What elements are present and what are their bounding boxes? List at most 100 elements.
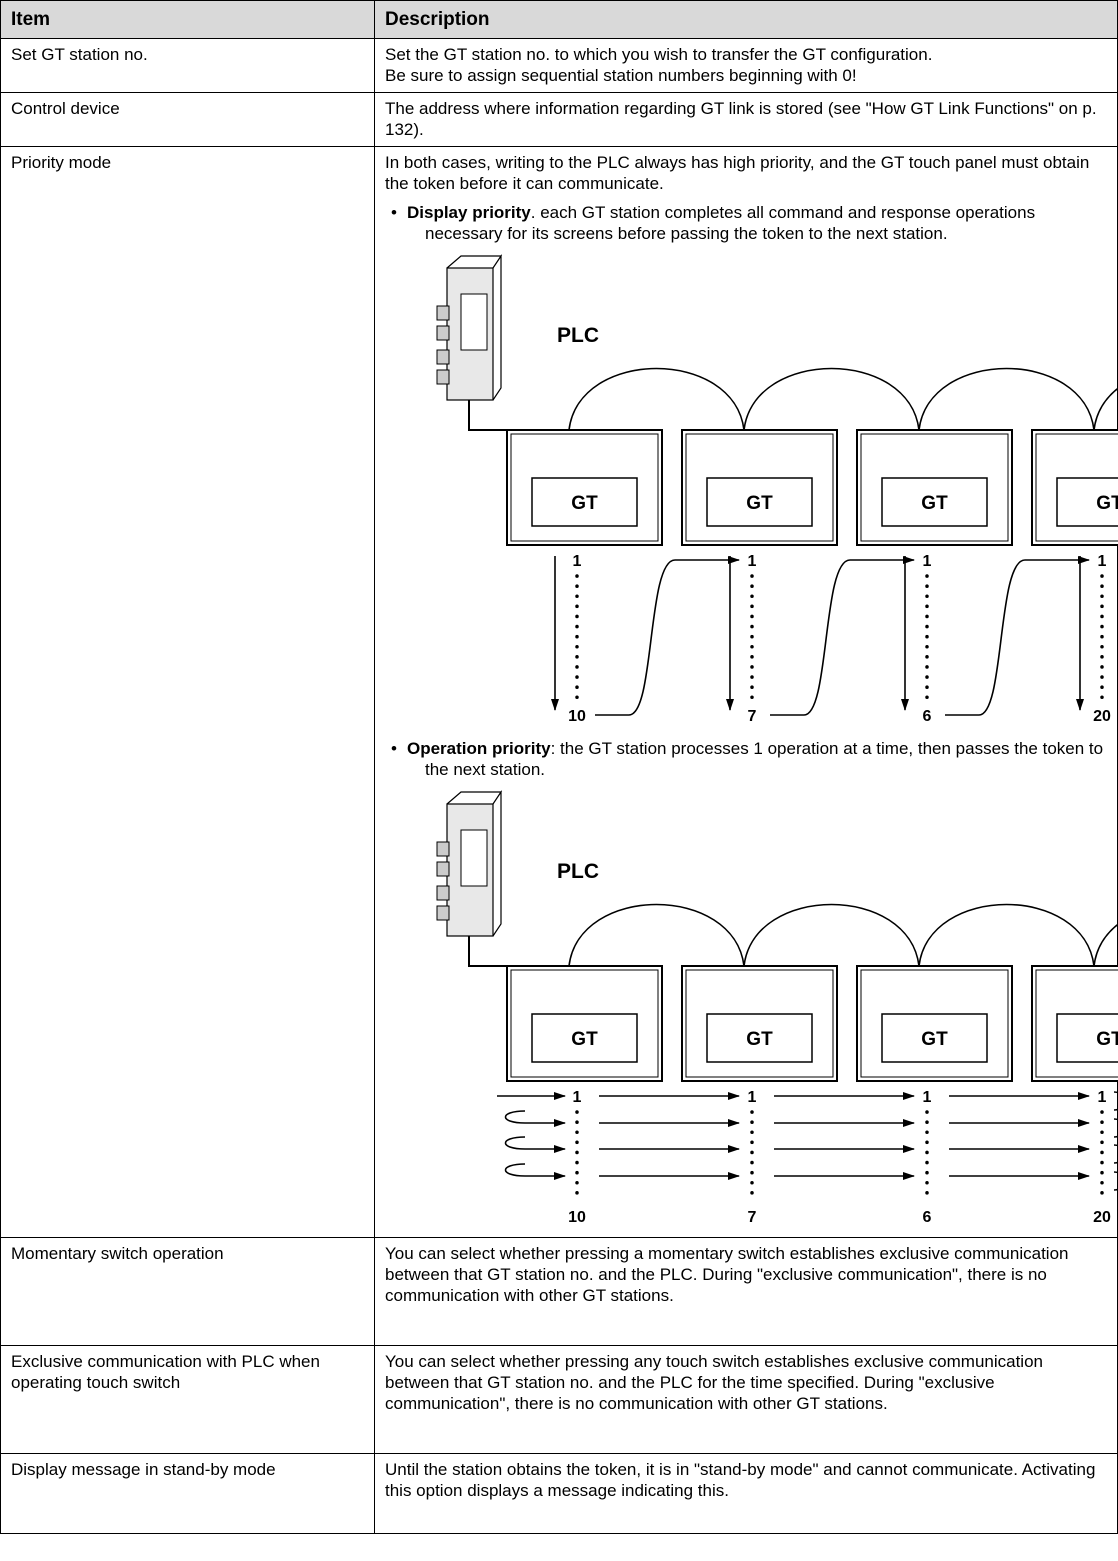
- token-pass: [770, 556, 915, 716]
- plc-connector: [436, 905, 450, 921]
- gt-label: GT: [1096, 1029, 1118, 1050]
- item: Display message in stand-by mode: [0, 1453, 375, 1534]
- item: Set GT station no.: [0, 38, 375, 93]
- bullet: Display priority. each GT station comple…: [385, 202, 1107, 244]
- header-item: Item: [0, 0, 375, 39]
- last-number: 20: [1093, 1209, 1111, 1226]
- text: The address where information regarding …: [385, 99, 1097, 139]
- op-loop-right: [1113, 1091, 1118, 1111]
- plc-connector: [436, 325, 450, 341]
- first-number: 1: [573, 1089, 582, 1106]
- first-number: 1: [748, 1089, 757, 1106]
- network-diagram: PLC GT 1 10 GT 1 7 GT 1 6 GT 1 20: [436, 790, 1118, 1226]
- last-number: 6: [923, 1209, 932, 1226]
- gt-frame-inner: [510, 433, 659, 542]
- plc-connector: [436, 305, 450, 321]
- last-number: 6: [923, 708, 932, 725]
- gt-screen: [706, 1013, 813, 1063]
- gt-label: GT: [746, 493, 773, 514]
- token-pass: [595, 556, 740, 716]
- gt-frame-inner: [510, 969, 659, 1078]
- gt-frame-inner: [685, 969, 834, 1078]
- gt-screen: [881, 477, 988, 527]
- header-row: Item Description: [0, 0, 1118, 39]
- op-loop-right: [1113, 1171, 1118, 1191]
- row: Set GT station no. Set the GT station no…: [0, 38, 1118, 93]
- header-description: Description: [374, 0, 1118, 39]
- gt-label: GT: [571, 493, 598, 514]
- description: In both cases, writing to the PLC always…: [374, 146, 1118, 1238]
- gt-label: GT: [746, 1029, 773, 1050]
- plc-label: PLC: [557, 324, 599, 347]
- gt-screen: [531, 1013, 638, 1063]
- description: You can select whether pressing a moment…: [374, 1237, 1118, 1346]
- term: Display priority: [407, 203, 531, 222]
- gt-frame-inner: [860, 433, 1009, 542]
- plc-top: [446, 254, 503, 401]
- gt-screen: [1056, 1013, 1118, 1063]
- link-arc: [568, 367, 745, 431]
- text: Be sure to assign sequential station num…: [385, 66, 857, 85]
- gt-frame-inner: [1035, 969, 1118, 1078]
- description: The address where information regarding …: [374, 92, 1118, 147]
- gt-screen: [531, 477, 638, 527]
- plc-connector: [436, 861, 450, 877]
- plc-connector: [436, 841, 450, 857]
- row: Exclusive communication with PLC when op…: [0, 1345, 1118, 1454]
- plc-window: [460, 293, 488, 351]
- link-arc: [918, 903, 1095, 967]
- first-number: 1: [1098, 1089, 1107, 1106]
- plc-top: [446, 790, 503, 937]
- network-diagram: PLC GT 1 10 GT 1 7 GT 1 6 GT 1 20: [436, 254, 1118, 725]
- first-number: 1: [923, 553, 932, 570]
- last-number: 7: [748, 1209, 757, 1226]
- gt-label: GT: [921, 1029, 948, 1050]
- row: Control device The address where informa…: [0, 92, 1118, 147]
- op-loop: [504, 1163, 566, 1180]
- last-number: 10: [568, 708, 586, 725]
- last-number: 7: [748, 708, 757, 725]
- op-loop: [504, 1136, 566, 1153]
- first-number: 1: [923, 1089, 932, 1106]
- last-number: 10: [568, 1209, 586, 1226]
- text: In both cases, writing to the PLC always…: [385, 153, 1090, 193]
- item: Exclusive communication with PLC when op…: [0, 1345, 375, 1454]
- first-number: 1: [1098, 553, 1107, 570]
- plc-cable: [468, 400, 569, 431]
- item: Control device: [0, 92, 375, 147]
- gt-label: GT: [1096, 493, 1118, 514]
- gt-screen: [706, 477, 813, 527]
- plc-connector: [436, 349, 450, 365]
- text: . each GT station completes all command …: [425, 203, 1036, 243]
- item: Momentary switch operation: [0, 1237, 375, 1346]
- plc-window: [460, 829, 488, 887]
- item: Priority mode: [0, 146, 375, 1238]
- first-number: 1: [573, 553, 582, 570]
- row: Momentary switch operation You can selec…: [0, 1237, 1118, 1346]
- plc-connector: [436, 885, 450, 901]
- plc-cable: [468, 936, 569, 967]
- description: Set the GT station no. to which you wish…: [374, 38, 1118, 93]
- text: You can select whether pressing a moment…: [385, 1244, 1069, 1305]
- last-number: 20: [1093, 708, 1111, 725]
- diagram-holder: PLC GT 1 10 GT 1 7 GT 1 6 GT 1 20: [385, 250, 1118, 730]
- link-arc: [1093, 387, 1118, 431]
- link-arc: [918, 367, 1095, 431]
- gt-screen: [881, 1013, 988, 1063]
- link-arc: [743, 367, 920, 431]
- gt-frame-inner: [685, 433, 834, 542]
- gt-screen: [1056, 477, 1118, 527]
- gt-frame-inner: [1035, 433, 1118, 542]
- text: Set the GT station no. to which you wish…: [385, 45, 933, 64]
- token-pass: [945, 556, 1090, 716]
- link-arc: [1093, 923, 1118, 967]
- description: You can select whether pressing any touc…: [374, 1345, 1118, 1454]
- row: Display message in stand-by mode Until t…: [0, 1453, 1118, 1534]
- text: You can select whether pressing any touc…: [385, 1352, 1043, 1413]
- plc-label: PLC: [557, 860, 599, 883]
- description: Until the station obtains the token, it …: [374, 1453, 1118, 1534]
- op-loop: [504, 1110, 566, 1127]
- row: Priority mode In both cases, writing to …: [0, 146, 1118, 1238]
